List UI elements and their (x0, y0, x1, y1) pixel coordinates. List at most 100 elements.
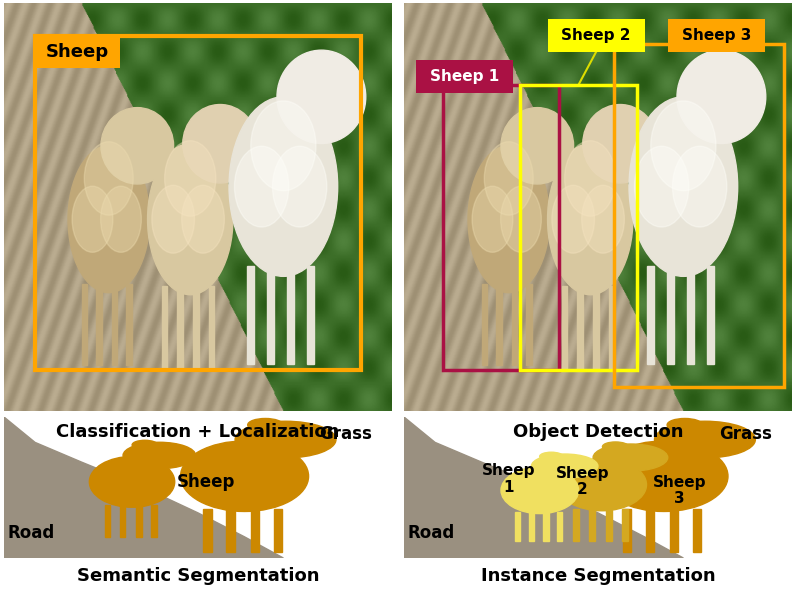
Circle shape (277, 50, 366, 143)
Ellipse shape (250, 101, 316, 191)
Bar (274, 509, 282, 553)
Bar (666, 266, 674, 364)
Ellipse shape (84, 142, 134, 215)
Ellipse shape (629, 97, 738, 277)
Bar (112, 284, 117, 365)
Circle shape (677, 50, 766, 143)
Bar (670, 509, 678, 553)
Ellipse shape (147, 144, 233, 295)
Bar (162, 286, 167, 368)
Bar (194, 286, 199, 368)
Bar (178, 286, 182, 368)
Text: Road: Road (7, 524, 54, 542)
Bar (247, 266, 254, 364)
Text: Semantic Segmentation: Semantic Segmentation (77, 567, 319, 585)
Ellipse shape (501, 467, 578, 514)
Text: Road: Road (407, 524, 454, 542)
Bar (482, 284, 487, 365)
Bar (514, 512, 520, 541)
Ellipse shape (582, 185, 624, 253)
Text: Grass: Grass (319, 425, 372, 443)
Ellipse shape (634, 146, 689, 227)
Circle shape (101, 107, 174, 184)
Bar (693, 509, 702, 553)
Circle shape (667, 418, 702, 431)
Bar (96, 284, 102, 365)
Bar (250, 509, 259, 553)
Ellipse shape (673, 146, 727, 227)
Bar (622, 509, 631, 553)
Ellipse shape (552, 185, 594, 253)
Text: Sheep
1: Sheep 1 (482, 463, 535, 494)
Bar (687, 266, 694, 364)
Circle shape (248, 418, 283, 431)
Ellipse shape (650, 101, 716, 191)
Text: Sheep
2: Sheep 2 (556, 466, 610, 497)
Ellipse shape (600, 441, 728, 511)
Text: Sheep
3: Sheep 3 (653, 475, 706, 506)
Bar (594, 286, 599, 368)
Ellipse shape (72, 186, 113, 252)
Bar (543, 512, 549, 541)
Circle shape (123, 442, 196, 469)
Circle shape (235, 421, 336, 458)
Bar (35, 35, 361, 370)
Bar (622, 509, 628, 541)
Circle shape (582, 104, 658, 183)
Bar (529, 512, 534, 541)
Bar (606, 509, 612, 541)
Bar (496, 284, 502, 365)
Bar (526, 284, 532, 365)
Ellipse shape (68, 146, 150, 293)
Bar (287, 266, 294, 364)
Ellipse shape (484, 142, 534, 215)
Bar (558, 512, 562, 541)
Bar (589, 509, 595, 541)
Circle shape (602, 442, 629, 451)
Polygon shape (4, 417, 283, 558)
Ellipse shape (273, 146, 327, 227)
Bar (203, 509, 211, 553)
Text: Instance Segmentation: Instance Segmentation (481, 567, 715, 585)
FancyBboxPatch shape (547, 19, 645, 52)
Bar (126, 284, 132, 365)
Bar (443, 85, 559, 370)
Text: Sheep 3: Sheep 3 (682, 28, 751, 43)
Circle shape (182, 104, 258, 183)
Bar (307, 266, 314, 364)
Ellipse shape (558, 458, 646, 511)
Ellipse shape (472, 186, 513, 252)
Bar (209, 286, 214, 368)
Bar (646, 509, 654, 553)
Polygon shape (404, 417, 683, 558)
Bar (105, 505, 110, 536)
Ellipse shape (182, 185, 224, 253)
Bar (647, 266, 654, 364)
Bar (120, 505, 126, 536)
Text: Classification + Localization: Classification + Localization (56, 423, 340, 441)
Ellipse shape (90, 457, 174, 507)
Bar (266, 266, 274, 364)
Ellipse shape (229, 97, 338, 277)
Bar (151, 505, 157, 536)
Circle shape (593, 444, 668, 471)
Text: Sheep 1: Sheep 1 (430, 69, 498, 84)
Bar (614, 44, 784, 386)
Ellipse shape (152, 185, 194, 253)
Ellipse shape (547, 144, 633, 295)
Bar (578, 286, 582, 368)
Ellipse shape (165, 141, 216, 216)
Ellipse shape (101, 186, 142, 252)
Circle shape (501, 107, 574, 184)
Bar (707, 266, 714, 364)
Text: Sheep: Sheep (177, 473, 235, 491)
Ellipse shape (234, 146, 289, 227)
Circle shape (531, 454, 598, 478)
Circle shape (132, 440, 158, 449)
FancyBboxPatch shape (668, 19, 765, 52)
Ellipse shape (181, 441, 309, 511)
FancyBboxPatch shape (416, 60, 513, 93)
Ellipse shape (468, 146, 550, 293)
Bar (520, 85, 637, 370)
Ellipse shape (565, 141, 616, 216)
